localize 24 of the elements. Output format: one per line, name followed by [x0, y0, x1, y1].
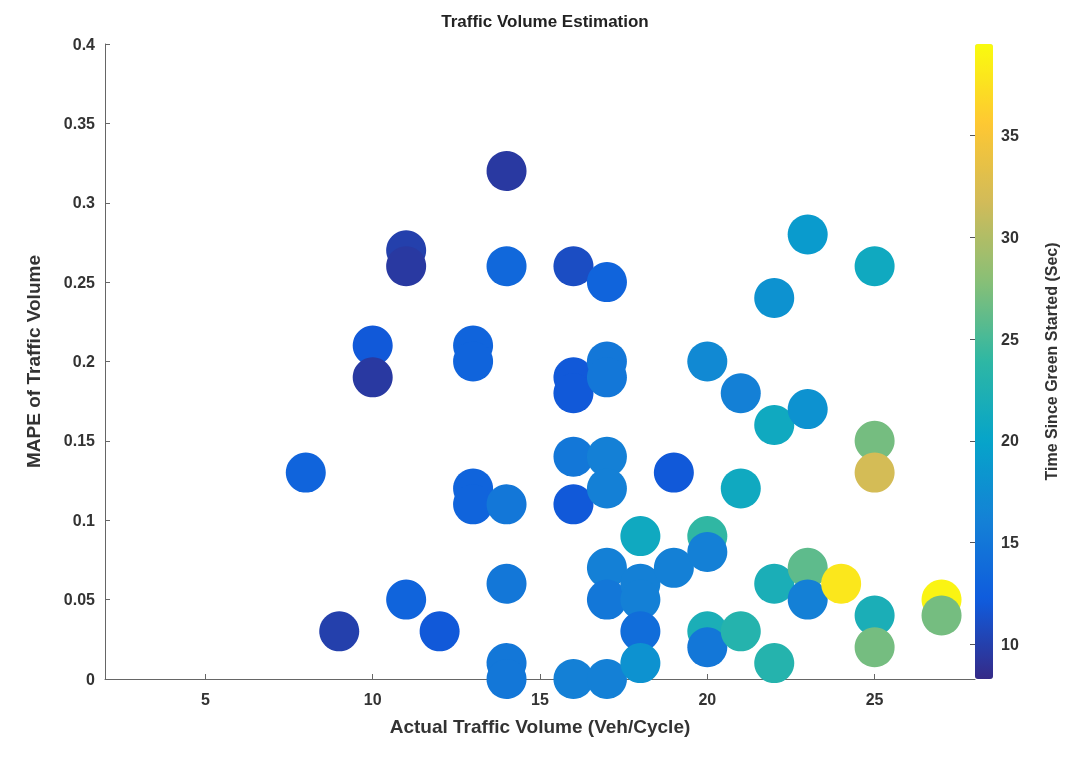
- color-bar-title: Time Since Green Started (Sec): [1042, 242, 1060, 481]
- y-tick-label: 0.2: [72, 353, 96, 370]
- y-tick-label: 0.25: [63, 273, 96, 291]
- color-bar-label: 10: [1001, 635, 1019, 653]
- y-tick-label: 0.15: [63, 432, 96, 450]
- y-tick-label: 0.4: [72, 35, 96, 53]
- y-tick-label: 0.3: [72, 194, 96, 212]
- x-tick-label: 20: [698, 690, 717, 708]
- color-bar-label: 35: [1001, 127, 1019, 145]
- x-tick-label: 10: [363, 690, 382, 708]
- y-axis-title: MAPE of Traffic Volume: [23, 255, 44, 468]
- y-tick-label: 0.1: [72, 511, 96, 529]
- y-tick-label: 0.05: [63, 591, 96, 609]
- color-bar-label: 15: [1001, 534, 1019, 552]
- color-bar-label: 25: [1001, 330, 1019, 348]
- chart-title: Traffic Volume Estimation: [441, 12, 649, 31]
- y-tick-label: 0: [86, 670, 96, 688]
- x-tick-label: 5: [200, 690, 210, 708]
- color-bar-label: 30: [1001, 228, 1019, 246]
- color-bar-label: 20: [1001, 432, 1019, 450]
- y-tick-label: 0.35: [63, 114, 96, 132]
- x-tick-label: 25: [865, 690, 884, 708]
- x-axis-title: Actual Traffic Volume (Veh/Cycle): [389, 716, 691, 737]
- x-tick-label: 15: [531, 690, 549, 708]
